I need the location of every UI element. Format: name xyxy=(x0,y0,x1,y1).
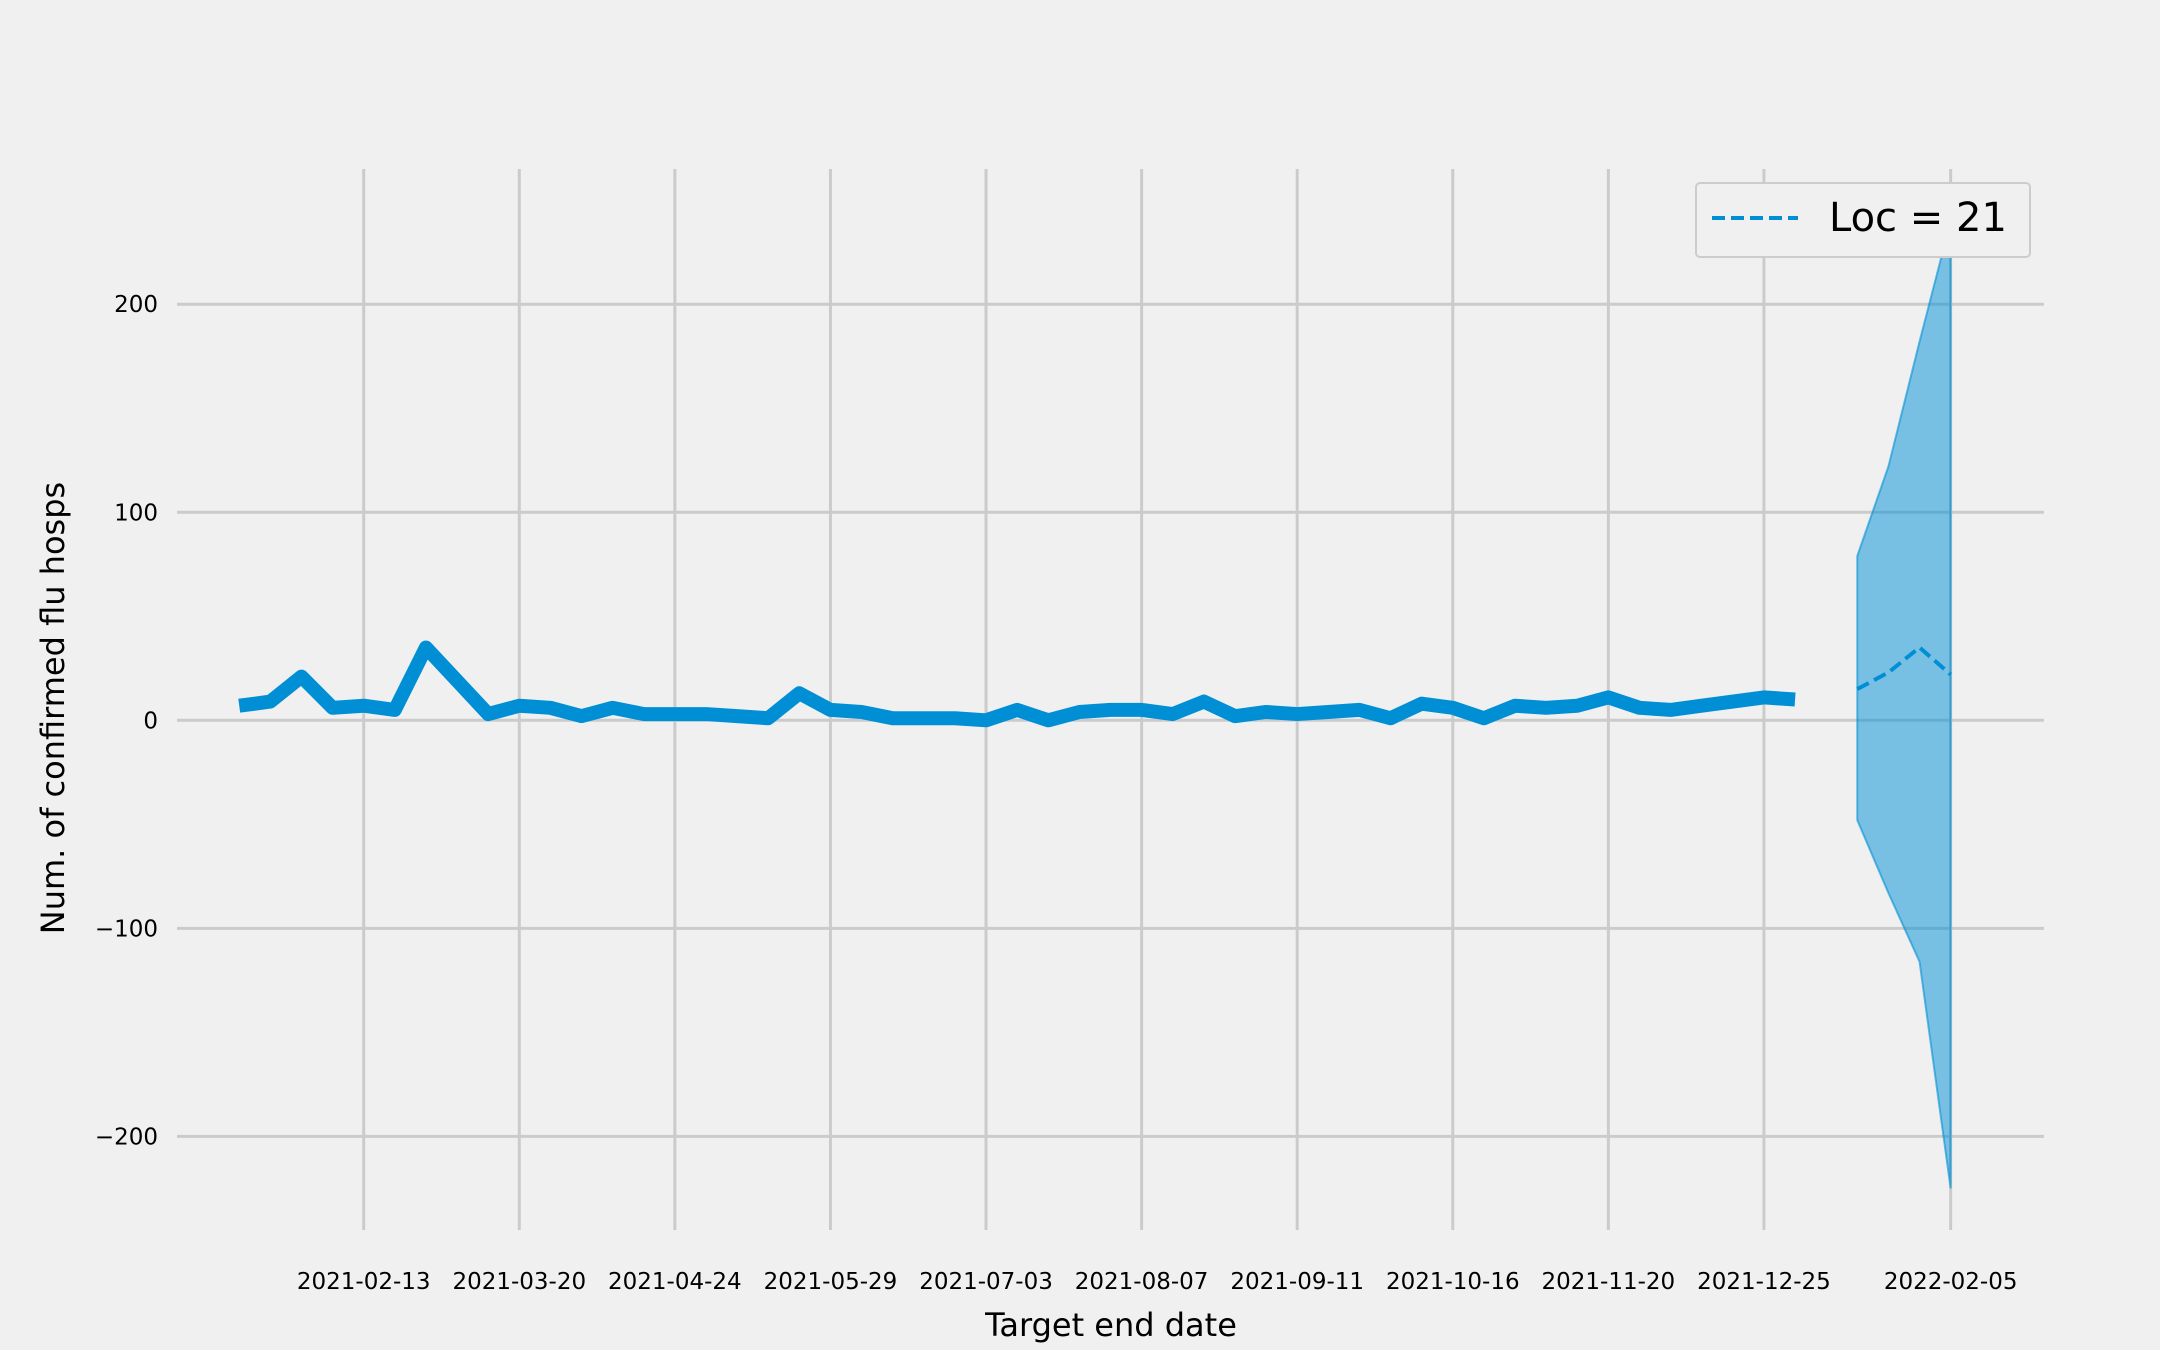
y-tick-label: −100 xyxy=(95,916,158,942)
x-tick-label: 2021-10-16 xyxy=(1386,1269,1520,1295)
y-tick-label: 200 xyxy=(114,292,158,318)
x-tick-label: 2021-05-29 xyxy=(764,1269,898,1295)
x-tick-label: 2021-07-03 xyxy=(919,1269,1053,1295)
y-tick-label: 0 xyxy=(143,708,158,734)
legend: Loc = 21 xyxy=(1695,182,2031,258)
forecast-median-line xyxy=(1856,645,1952,691)
legend-label: Loc = 21 xyxy=(1829,195,2007,241)
tick-labels: 2021-02-13 2021-03-20 2021-04-24 2021-05-29… xyxy=(95,292,2018,1295)
y-tick-label: 100 xyxy=(114,500,158,526)
x-tick-label: 2022-02-05 xyxy=(1884,1269,2018,1295)
series-lines xyxy=(238,640,1952,728)
y-tick-label: −200 xyxy=(95,1124,158,1150)
x-tick-label: 2021-04-24 xyxy=(608,1269,742,1295)
x-tick-label: 2021-11-20 xyxy=(1542,1269,1676,1295)
x-tick-label: 2021-03-20 xyxy=(452,1269,586,1295)
prediction-interval-band xyxy=(1856,220,1952,1189)
x-tick-label: 2021-02-13 xyxy=(297,1269,431,1295)
x-tick-label: 2021-08-07 xyxy=(1075,1269,1209,1295)
x-tick-label: 2021-09-11 xyxy=(1230,1269,1364,1295)
x-tick-label: 2021-12-25 xyxy=(1697,1269,1831,1295)
observed-line xyxy=(238,640,1796,728)
prediction-interval xyxy=(1856,220,1952,1189)
legend-box xyxy=(1695,182,2031,258)
y-axis-label: Num. of confirmed flu hosps xyxy=(34,482,72,934)
x-axis-label: Target end date xyxy=(984,1306,1237,1344)
